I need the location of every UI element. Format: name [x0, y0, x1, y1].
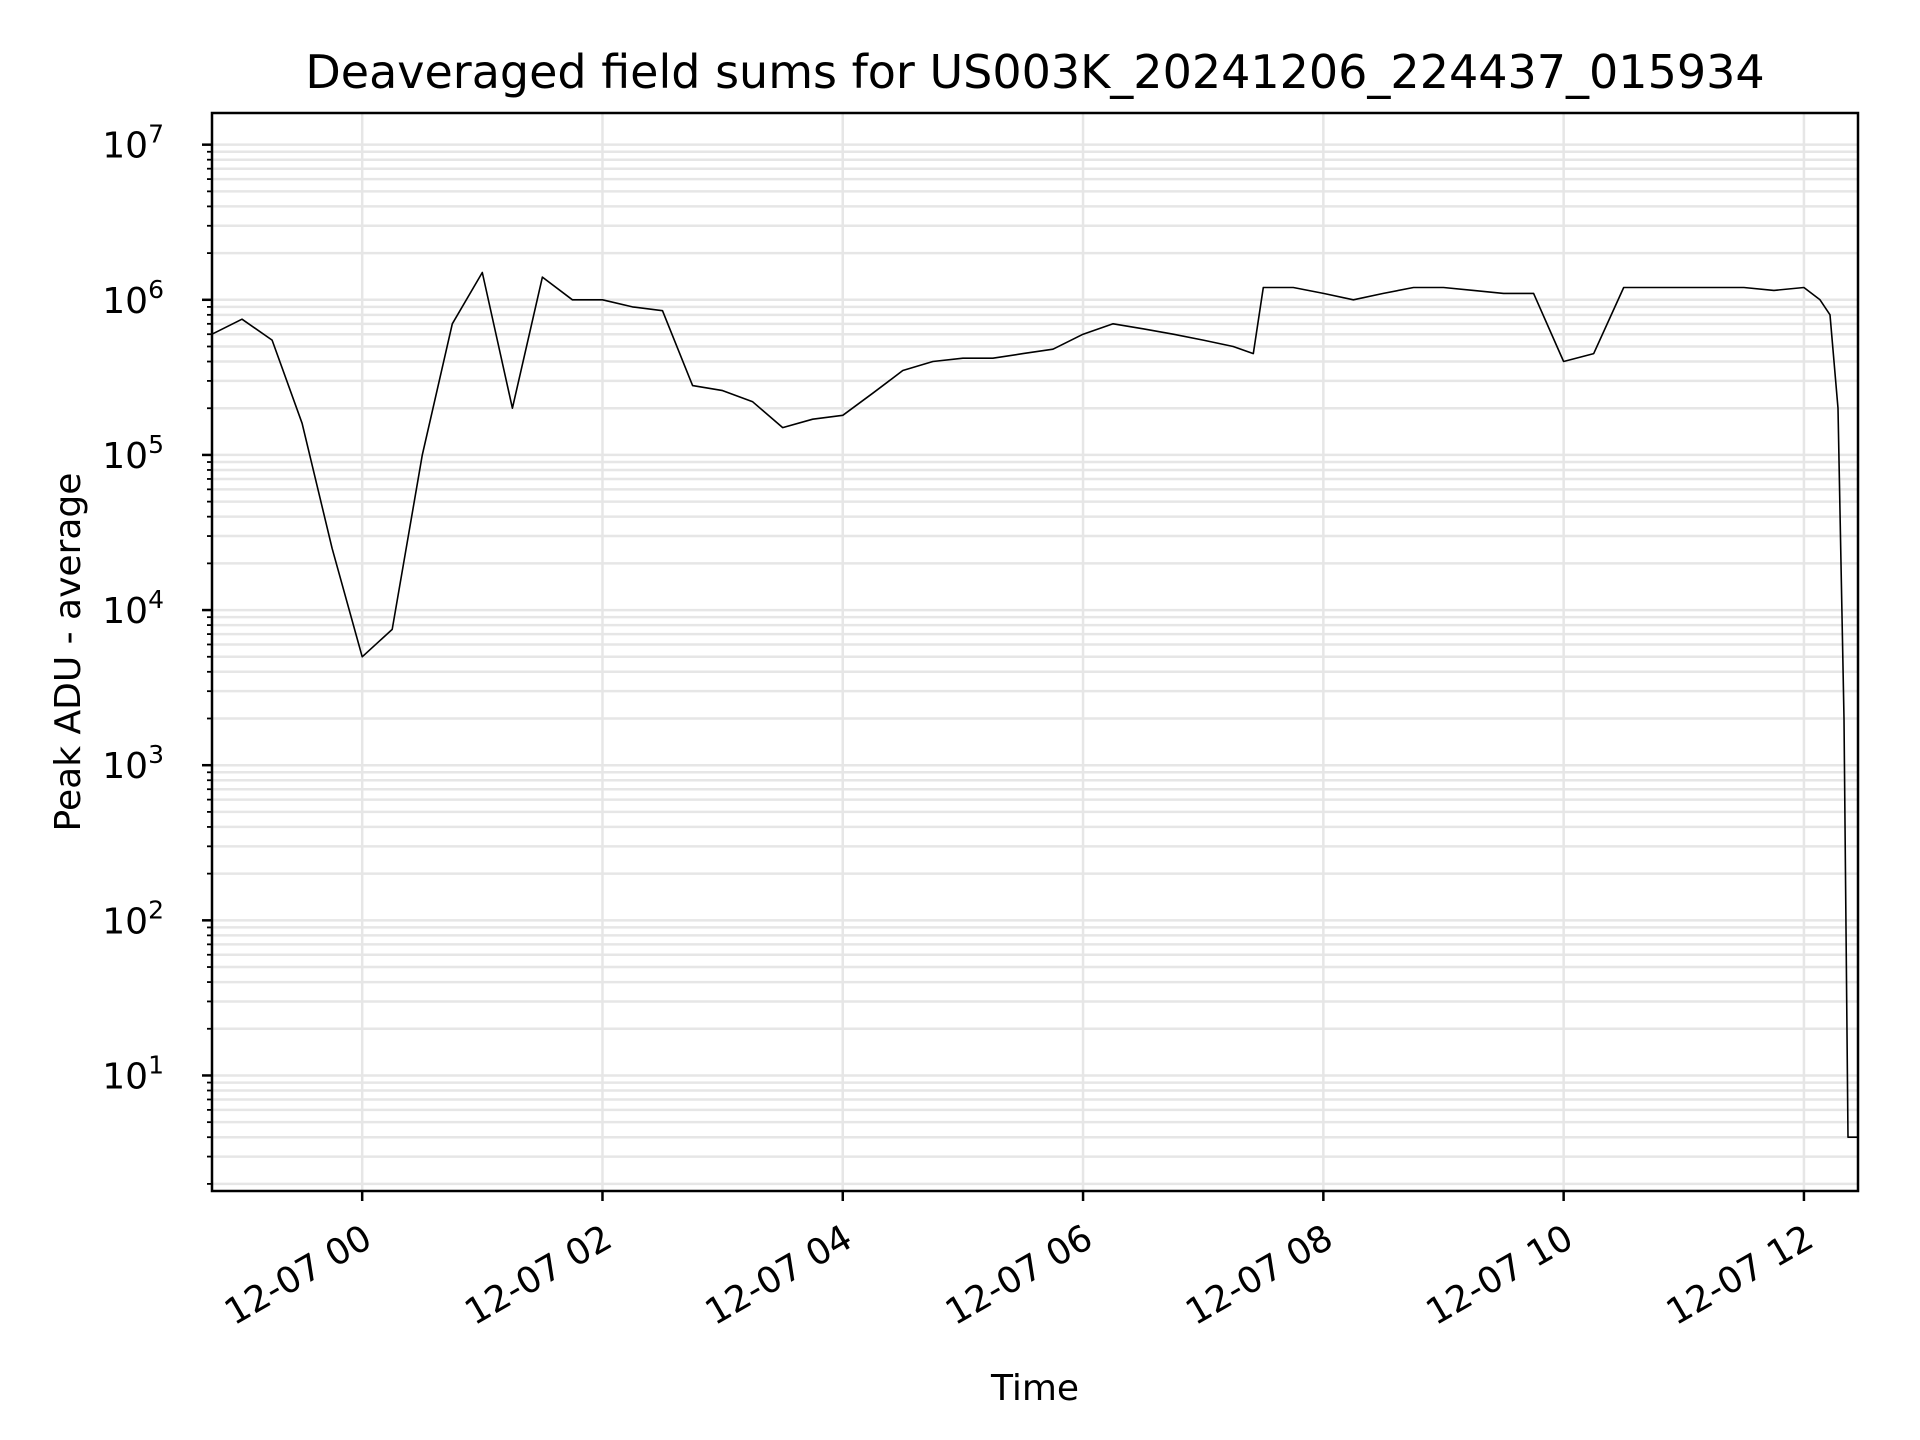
series-layer — [211, 271, 1858, 1138]
grid — [212, 113, 1858, 1191]
y-axis-label: Peak ADU - average — [48, 473, 89, 832]
x-tick-label: 12-07 10 — [1419, 1217, 1580, 1333]
plot-frame — [210, 111, 1860, 1193]
x-tick-label: 12-07 04 — [699, 1217, 860, 1333]
y-tick-label: 106 — [102, 275, 164, 322]
x-tick-label: 12-07 00 — [218, 1217, 379, 1333]
y-tick-label: 104 — [102, 585, 164, 632]
y-tick-label: 105 — [102, 430, 164, 477]
x-axis-label: Time — [990, 1368, 1079, 1409]
y-tick-label: 101 — [102, 1050, 164, 1097]
y-tick-label: 103 — [102, 740, 164, 787]
y-tick-label: 107 — [102, 120, 164, 167]
x-tick-label: 12-07 08 — [1179, 1217, 1340, 1333]
x-tick-label: 12-07 06 — [939, 1217, 1100, 1333]
x-tick-label: 12-07 02 — [458, 1217, 619, 1333]
chart-title: Deaveraged field sums for US003K_2024120… — [305, 45, 1764, 99]
x-tick-label: 12-07 12 — [1660, 1217, 1821, 1333]
series-line-0 — [211, 271, 1858, 1138]
y-tick-label: 102 — [102, 895, 164, 942]
